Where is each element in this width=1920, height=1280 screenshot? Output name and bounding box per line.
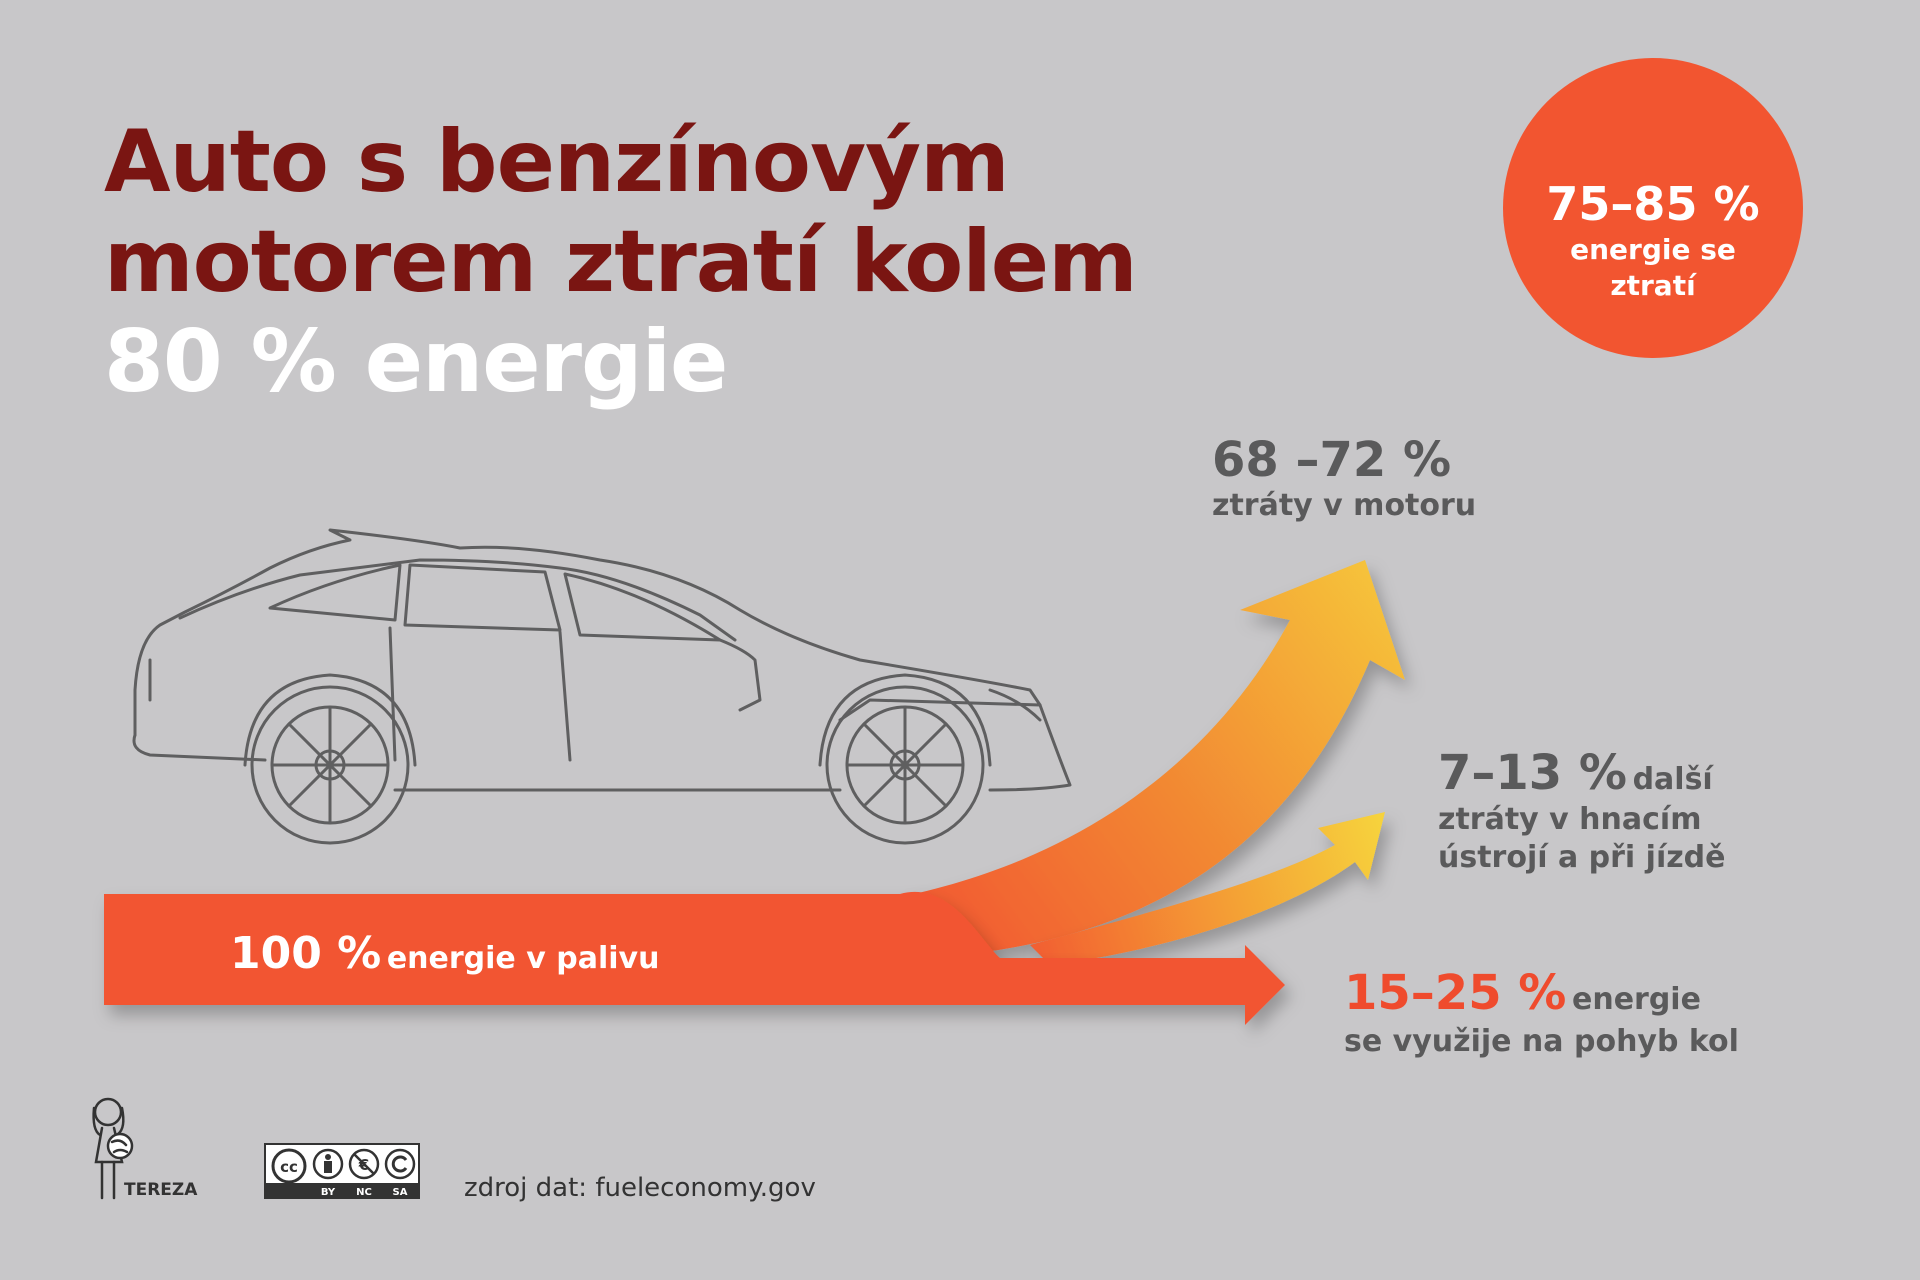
drivetrain-loss-inline: další	[1632, 762, 1713, 797]
cc-by-label: BY	[321, 1187, 336, 1198]
wheels-energy-value: 15–25 %	[1344, 965, 1567, 1021]
engine-loss-value: 68 –72 %	[1212, 432, 1452, 488]
wheels-energy-text: se využije na pohyb kol	[1344, 1024, 1739, 1059]
fuel-input-arrow	[104, 891, 1285, 1025]
drivetrain-loss-text: ztráty v hnacím ústrojí a při jízdě	[1438, 802, 1726, 875]
data-source: zdroj dat: fueleconomy.gov	[464, 1173, 816, 1203]
fuel-input-value: 100 %	[230, 928, 382, 979]
drivetrain-loss-arrow	[1030, 812, 1385, 965]
page-title: Auto s benzínovým motorem ztratí kolem 8…	[104, 112, 1138, 412]
title-line-3: 80 % energie	[104, 312, 728, 412]
engine-loss-arrow	[900, 560, 1405, 955]
tereza-logo-label: TEREZA	[124, 1180, 198, 1200]
svg-text:cc: cc	[280, 1158, 298, 1176]
wheels-energy-label: 15–25 % energie se využije na pohyb kol	[1344, 963, 1739, 1061]
cc-sa-label: SA	[393, 1187, 408, 1198]
fuel-input-text: energie v palivu	[386, 941, 660, 976]
loss-badge-text: energie se ztratí	[1570, 233, 1736, 302]
loss-badge-value: 75–85 %	[1546, 177, 1760, 231]
title-line-1: Auto s benzínovým	[104, 112, 1010, 212]
cc-nc-label: NC	[356, 1187, 372, 1198]
fuel-input-label: 100 % energie v palivu	[230, 928, 659, 979]
tereza-logo-icon	[92, 1097, 134, 1200]
wheels-energy-inline: energie	[1571, 982, 1701, 1017]
engine-loss-label: 68 –72 % ztráty v motoru	[1212, 432, 1476, 524]
engine-loss-text: ztráty v motoru	[1212, 488, 1477, 523]
drivetrain-loss-label: 7–13 % další ztráty v hnacím ústrojí a p…	[1438, 745, 1898, 877]
car-sketch	[132, 528, 1072, 845]
loss-badge: 75–85 % energie se ztratí	[1503, 58, 1803, 358]
title-line-2: motorem ztratí kolem	[104, 212, 1138, 312]
cc-license-icon: cc € BY NC SA	[264, 1143, 420, 1199]
drivetrain-loss-value: 7–13 %	[1438, 745, 1627, 801]
